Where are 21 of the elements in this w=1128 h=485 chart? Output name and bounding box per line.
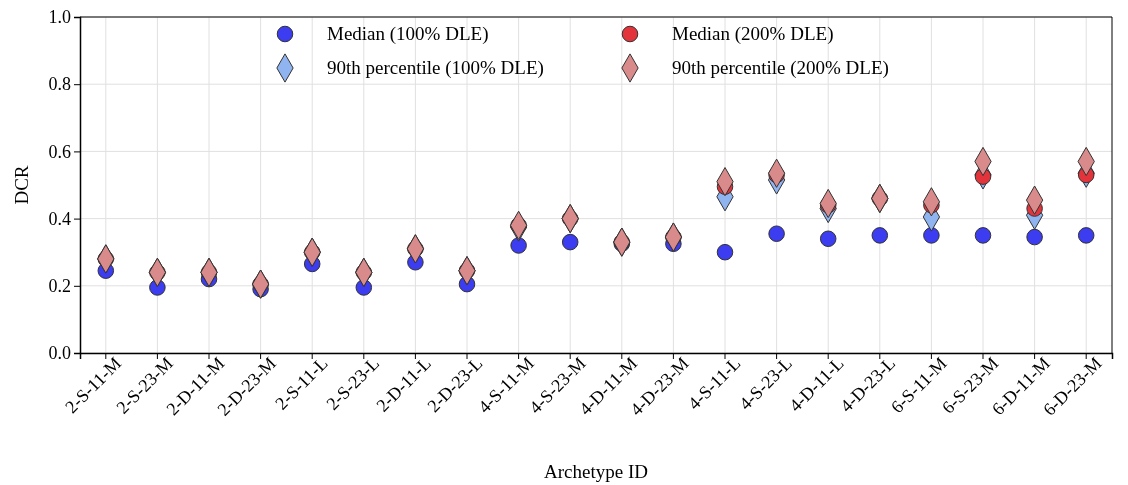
y-tick-label: 1.0 (48, 7, 71, 28)
legend-label: Median (200% DLE) (672, 23, 834, 45)
point (1077, 227, 1095, 244)
legend-label: 90th percentile (100% DLE) (327, 57, 544, 79)
x-axis-title: Archetype ID (544, 461, 648, 482)
legend-label: 90th percentile (200% DLE) (672, 57, 889, 79)
point (1026, 228, 1043, 246)
point (819, 230, 837, 248)
point (871, 227, 889, 244)
point (768, 225, 785, 242)
point (923, 227, 940, 244)
legend-label: Median (100% DLE) (327, 23, 489, 45)
point (561, 233, 579, 251)
y-tick-label: 0.2 (48, 276, 71, 297)
point (716, 243, 734, 261)
y-tick-label: 0.8 (48, 74, 71, 95)
y-axis-title: DCR (11, 165, 32, 205)
y-tick-label: 0.4 (48, 208, 71, 229)
point (974, 227, 992, 244)
point (510, 237, 527, 254)
y-tick-label: 0.6 (48, 141, 71, 162)
